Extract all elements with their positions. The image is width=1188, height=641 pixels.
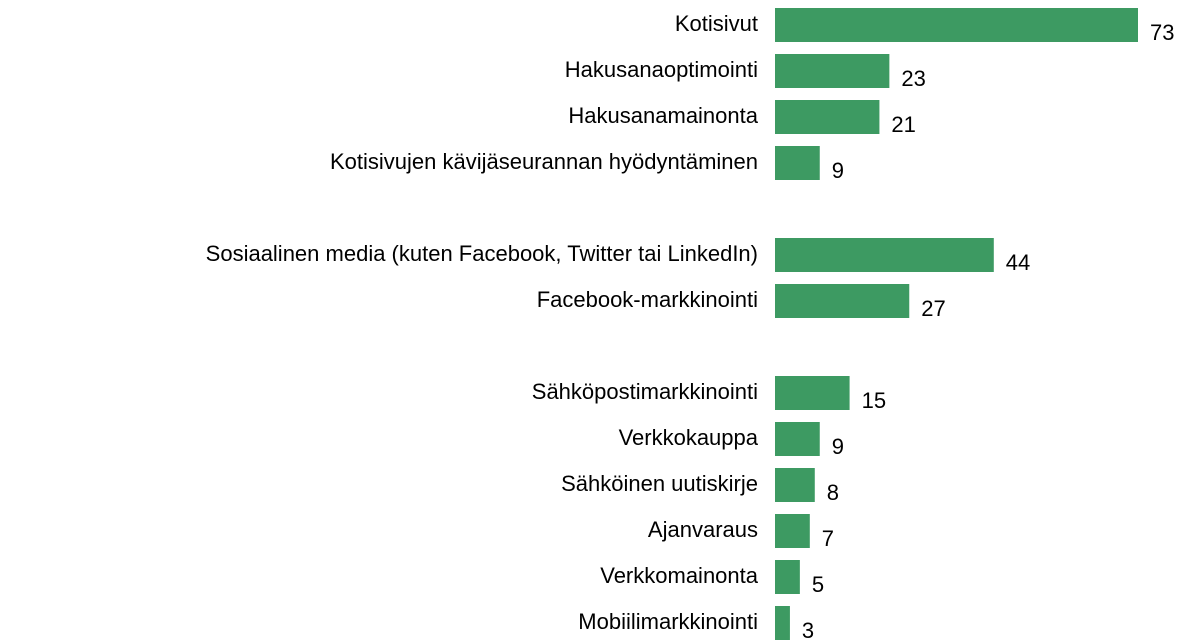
bar <box>775 514 810 548</box>
bar <box>775 54 890 88</box>
value-label: 27 <box>921 296 945 321</box>
value-label: 73 <box>1150 20 1174 45</box>
bar <box>775 422 820 456</box>
bar <box>775 284 910 318</box>
bar <box>775 606 790 640</box>
bar <box>775 100 880 134</box>
category-label: Kotisivujen kävijäseurannan hyödyntämine… <box>330 149 758 174</box>
category-label: Facebook-markkinointi <box>537 287 758 312</box>
value-label: 15 <box>862 388 886 413</box>
value-label: 5 <box>812 572 824 597</box>
value-label: 3 <box>802 618 814 641</box>
category-label: Kotisivut <box>675 11 758 36</box>
bar <box>775 376 850 410</box>
bar <box>775 468 815 502</box>
bar <box>775 560 800 594</box>
category-label: Ajanvaraus <box>648 517 758 542</box>
category-label: Sosiaalinen media (kuten Facebook, Twitt… <box>206 241 758 266</box>
category-label: Verkkomainonta <box>600 563 759 588</box>
value-label: 23 <box>901 66 925 91</box>
category-label: Hakusanamainonta <box>568 103 758 128</box>
category-label: Verkkokauppa <box>619 425 759 450</box>
value-label: 9 <box>832 158 844 183</box>
bar <box>775 146 820 180</box>
bar <box>775 238 994 272</box>
category-label: Mobiilimarkkinointi <box>578 609 758 634</box>
bar <box>775 8 1138 42</box>
value-label: 7 <box>822 526 834 551</box>
value-label: 9 <box>832 434 844 459</box>
category-label: Hakusanaoptimointi <box>565 57 758 82</box>
value-label: 44 <box>1006 250 1030 275</box>
category-label: Sähköpostimarkkinointi <box>532 379 758 404</box>
value-label: 21 <box>891 112 915 137</box>
value-label: 8 <box>827 480 839 505</box>
category-label: Sähköinen uutiskirje <box>561 471 758 496</box>
